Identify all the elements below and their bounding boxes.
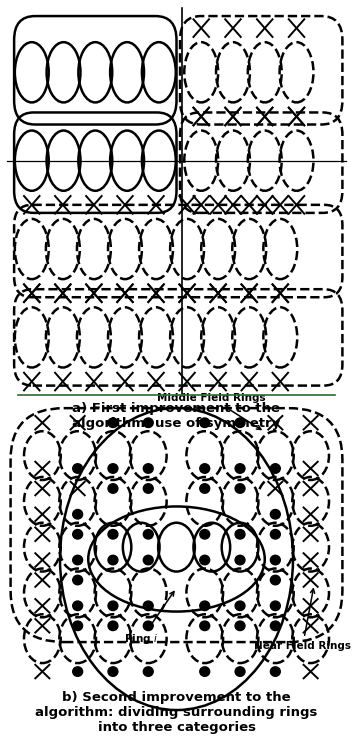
Circle shape bbox=[73, 529, 83, 539]
Circle shape bbox=[235, 464, 245, 473]
Circle shape bbox=[200, 601, 210, 610]
Circle shape bbox=[143, 621, 153, 631]
Circle shape bbox=[270, 464, 280, 473]
Circle shape bbox=[143, 667, 153, 677]
Circle shape bbox=[270, 529, 280, 539]
Circle shape bbox=[108, 529, 118, 539]
Circle shape bbox=[108, 418, 118, 427]
Circle shape bbox=[108, 601, 118, 610]
Circle shape bbox=[200, 529, 210, 539]
Circle shape bbox=[143, 529, 153, 539]
Circle shape bbox=[235, 555, 245, 565]
Text: Near Field Rings: Near Field Rings bbox=[254, 589, 351, 651]
Text: b) Second improvement to the
algorithm: dividing surrounding rings
into three ca: b) Second improvement to the algorithm: … bbox=[35, 691, 318, 733]
Circle shape bbox=[235, 601, 245, 610]
Circle shape bbox=[73, 621, 83, 631]
Circle shape bbox=[270, 509, 280, 519]
Circle shape bbox=[143, 555, 153, 565]
Circle shape bbox=[270, 621, 280, 631]
Circle shape bbox=[73, 464, 83, 473]
Circle shape bbox=[200, 464, 210, 473]
Circle shape bbox=[73, 555, 83, 565]
Circle shape bbox=[73, 667, 83, 677]
Circle shape bbox=[73, 509, 83, 519]
Circle shape bbox=[235, 483, 245, 493]
Circle shape bbox=[235, 621, 245, 631]
Text: Ring $i$: Ring $i$ bbox=[124, 592, 174, 646]
Circle shape bbox=[143, 464, 153, 473]
Text: Middle Field Rings: Middle Field Rings bbox=[157, 394, 266, 430]
Circle shape bbox=[108, 667, 118, 677]
Circle shape bbox=[108, 464, 118, 473]
Circle shape bbox=[143, 418, 153, 427]
Circle shape bbox=[200, 667, 210, 677]
Circle shape bbox=[108, 621, 118, 631]
Circle shape bbox=[200, 555, 210, 565]
Circle shape bbox=[200, 483, 210, 493]
Text: a) First improvement to the
algorithm: use of symmetry: a) First improvement to the algorithm: u… bbox=[72, 402, 281, 430]
Circle shape bbox=[270, 576, 280, 584]
Circle shape bbox=[235, 418, 245, 427]
Circle shape bbox=[270, 667, 280, 677]
Circle shape bbox=[235, 667, 245, 677]
Circle shape bbox=[235, 529, 245, 539]
Circle shape bbox=[270, 555, 280, 565]
Circle shape bbox=[200, 418, 210, 427]
Circle shape bbox=[108, 555, 118, 565]
Circle shape bbox=[108, 483, 118, 493]
Circle shape bbox=[143, 483, 153, 493]
Circle shape bbox=[200, 621, 210, 631]
Circle shape bbox=[73, 601, 83, 610]
Circle shape bbox=[73, 576, 83, 584]
Circle shape bbox=[143, 601, 153, 610]
Circle shape bbox=[270, 601, 280, 610]
